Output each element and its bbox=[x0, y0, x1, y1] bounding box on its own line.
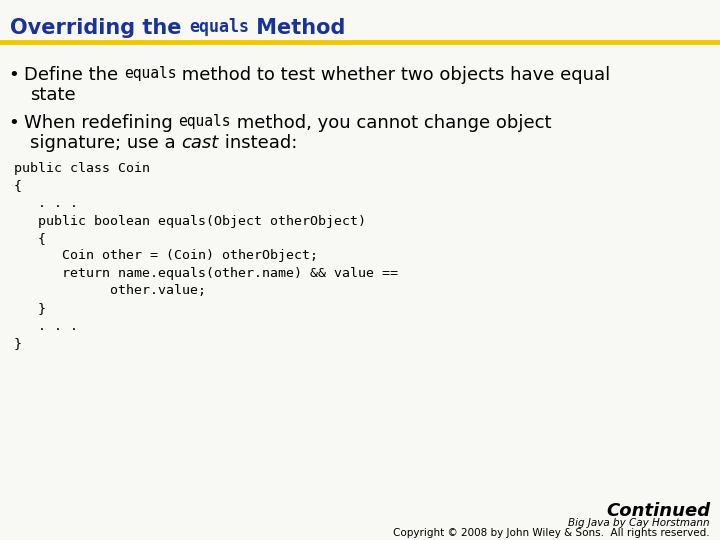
Text: cast: cast bbox=[181, 134, 219, 152]
Text: }: } bbox=[14, 302, 46, 315]
Text: equals: equals bbox=[124, 66, 176, 81]
Text: state: state bbox=[30, 86, 76, 104]
Text: public boolean equals(Object otherObject): public boolean equals(Object otherObject… bbox=[14, 214, 366, 227]
Text: equals: equals bbox=[189, 18, 248, 36]
Text: •: • bbox=[8, 114, 19, 132]
Text: •: • bbox=[8, 66, 19, 84]
Text: Big Java by Cay Horstmann: Big Java by Cay Horstmann bbox=[568, 518, 710, 528]
Text: Coin other = (Coin) otherObject;: Coin other = (Coin) otherObject; bbox=[14, 249, 318, 262]
Text: signature; use a: signature; use a bbox=[30, 134, 181, 152]
Text: Define the: Define the bbox=[24, 66, 124, 84]
Text: When redefining: When redefining bbox=[24, 114, 179, 132]
Text: Copyright © 2008 by John Wiley & Sons.  All rights reserved.: Copyright © 2008 by John Wiley & Sons. A… bbox=[393, 528, 710, 538]
Text: equals: equals bbox=[179, 114, 231, 129]
Text: Continued: Continued bbox=[606, 502, 710, 520]
Text: Overriding the: Overriding the bbox=[10, 18, 189, 38]
Text: {: { bbox=[14, 179, 22, 192]
Text: {: { bbox=[14, 232, 46, 245]
Text: Method: Method bbox=[248, 18, 345, 38]
Text: . . .: . . . bbox=[14, 197, 78, 210]
Text: . . .: . . . bbox=[14, 320, 78, 333]
Text: }: } bbox=[14, 337, 22, 350]
Text: instead:: instead: bbox=[219, 134, 297, 152]
Text: return name.equals(other.name) && value ==: return name.equals(other.name) && value … bbox=[14, 267, 398, 280]
Text: method to test whether two objects have equal: method to test whether two objects have … bbox=[176, 66, 611, 84]
Text: other.value;: other.value; bbox=[14, 285, 206, 298]
Text: public class Coin: public class Coin bbox=[14, 162, 150, 175]
Text: method, you cannot change object: method, you cannot change object bbox=[231, 114, 552, 132]
